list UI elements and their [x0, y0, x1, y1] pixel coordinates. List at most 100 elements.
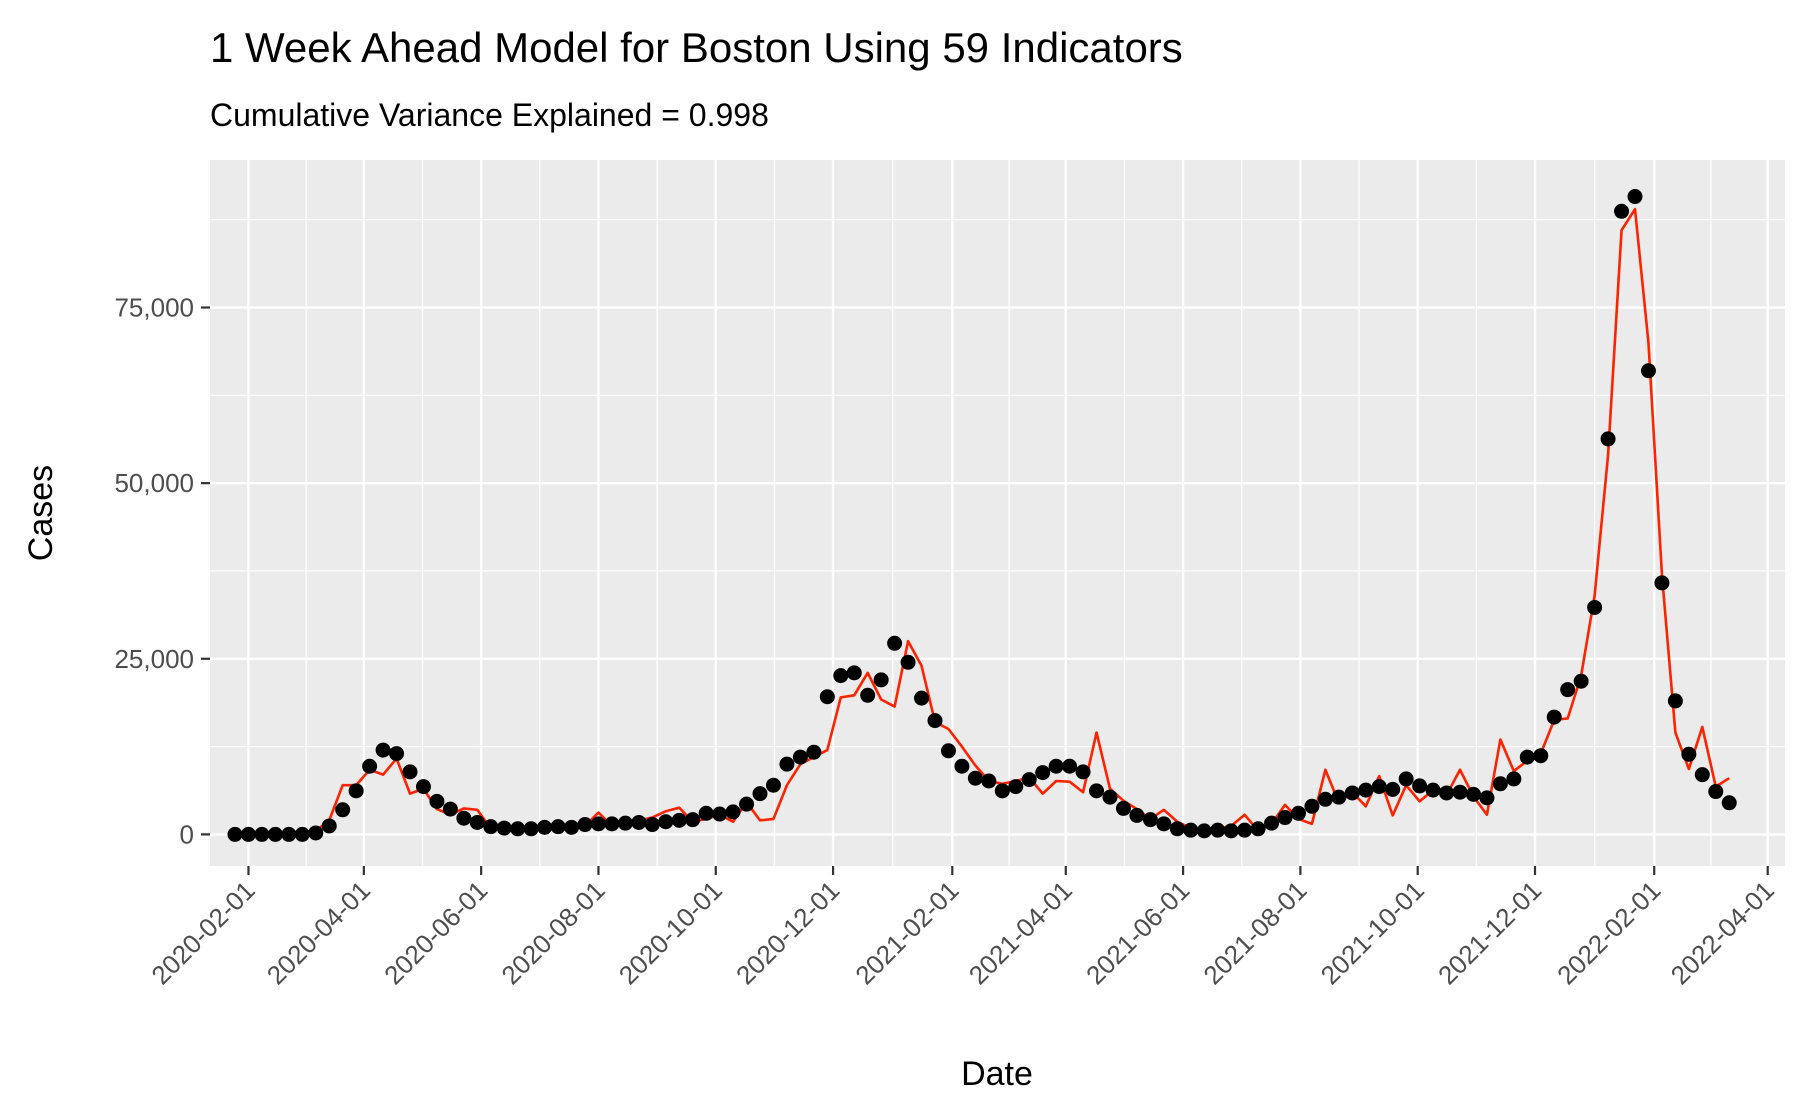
observed-point: [240, 826, 256, 842]
observed-point: [846, 665, 862, 681]
observed-point: [1654, 575, 1670, 591]
observed-point: [940, 743, 956, 759]
observed-point: [281, 826, 297, 842]
observed-point: [1533, 748, 1549, 764]
observed-point: [833, 668, 849, 684]
observed-point: [1264, 815, 1280, 831]
observed-point: [1452, 784, 1468, 800]
x-tick-label: 2020-08-01: [495, 875, 610, 990]
observed-point: [483, 819, 499, 835]
observed-point: [887, 635, 903, 651]
observed-point: [712, 806, 728, 822]
observed-point: [1667, 693, 1683, 709]
observed-point: [792, 749, 808, 765]
observed-point: [308, 825, 324, 841]
x-tick-label: 2020-06-01: [378, 875, 493, 990]
observed-point: [1506, 771, 1522, 787]
x-tick-label: 2020-04-01: [261, 875, 376, 990]
observed-point: [469, 814, 485, 830]
observed-point: [981, 773, 997, 789]
observed-point: [927, 713, 943, 729]
chart-title: 1 Week Ahead Model for Boston Using 59 I…: [210, 24, 1183, 71]
observed-point: [1210, 822, 1226, 838]
observed-point: [1681, 746, 1697, 762]
observed-point: [1021, 772, 1037, 788]
observed-point: [1492, 776, 1508, 792]
observed-point: [806, 744, 822, 760]
observed-point: [415, 779, 431, 795]
observed-point: [1614, 203, 1630, 219]
observed-point: [1142, 812, 1158, 828]
x-tick-label: 2021-02-01: [849, 875, 964, 990]
observed-point: [429, 793, 445, 809]
observed-point: [765, 777, 781, 793]
observed-point: [362, 758, 378, 774]
observed-point: [860, 687, 876, 703]
x-tick-label: 2021-10-01: [1315, 875, 1430, 990]
chart-subtitle: Cumulative Variance Explained = 0.998: [210, 97, 769, 133]
observed-point: [698, 805, 714, 821]
grid-major-lines: [210, 160, 1785, 866]
x-tick-label: 2020-10-01: [613, 875, 728, 990]
observed-point: [1250, 821, 1266, 837]
observed-point: [1317, 791, 1333, 807]
observed-point: [1277, 810, 1293, 826]
grid-minor-lines: [210, 160, 1785, 866]
observed-point: [1546, 709, 1562, 725]
observed-point: [1385, 781, 1401, 797]
x-tick-label: 2022-04-01: [1665, 875, 1780, 990]
y-tick-label: 75,000: [114, 293, 194, 323]
y-tick-label: 0: [180, 819, 194, 849]
observed-point: [1304, 798, 1320, 814]
observed-point: [1465, 786, 1481, 802]
observed-point: [1694, 767, 1710, 783]
observed-point: [1115, 800, 1131, 816]
observed-point: [335, 802, 351, 818]
observed-point: [389, 746, 405, 762]
observed-point: [725, 804, 741, 820]
observed-point: [1290, 805, 1306, 821]
observed-point: [550, 819, 566, 835]
observed-point: [1425, 782, 1441, 798]
x-axis: 2020-02-01 2020-04-01 2020-06-01 2020-08-01…: [145, 866, 1780, 990]
observed-point: [873, 672, 889, 688]
observed-point: [523, 821, 539, 837]
observed-point: [994, 783, 1010, 799]
observed-point: [537, 819, 553, 835]
observed-point: [1062, 758, 1078, 774]
observed-point: [294, 826, 310, 842]
observed-point: [1519, 749, 1535, 765]
observed-point: [1479, 790, 1495, 806]
observed-point: [1169, 821, 1185, 837]
observed-point: [1587, 599, 1603, 615]
observed-point: [227, 826, 243, 842]
observed-point: [1560, 682, 1576, 698]
observed-point: [1196, 823, 1212, 839]
observed-point: [267, 826, 283, 842]
x-tick-label: 2022-02-01: [1551, 875, 1666, 990]
observed-point: [1398, 771, 1414, 787]
observed-point: [321, 818, 337, 834]
y-axis: 0 25,000 50,000 75,000: [114, 293, 210, 849]
observed-point: [1412, 778, 1428, 794]
x-tick-label: 2020-12-01: [730, 875, 845, 990]
observed-point: [577, 817, 593, 833]
observed-point: [644, 817, 660, 833]
plot-panel: [210, 160, 1785, 866]
observed-point: [442, 801, 458, 817]
x-tick-label: 2021-06-01: [1080, 875, 1195, 990]
observed-point: [1102, 789, 1118, 805]
observed-point: [658, 814, 674, 830]
observed-point: [564, 819, 580, 835]
observed-point: [617, 815, 633, 831]
y-tick-label: 25,000: [114, 644, 194, 674]
observed-point: [375, 742, 391, 758]
observed-point: [1600, 431, 1616, 447]
x-tick-label: 2021-08-01: [1197, 875, 1312, 990]
observed-point: [1573, 673, 1589, 689]
observed-point: [496, 820, 512, 836]
observed-point: [604, 816, 620, 832]
observed-point: [819, 689, 835, 705]
y-axis-title: Cases: [22, 465, 60, 561]
